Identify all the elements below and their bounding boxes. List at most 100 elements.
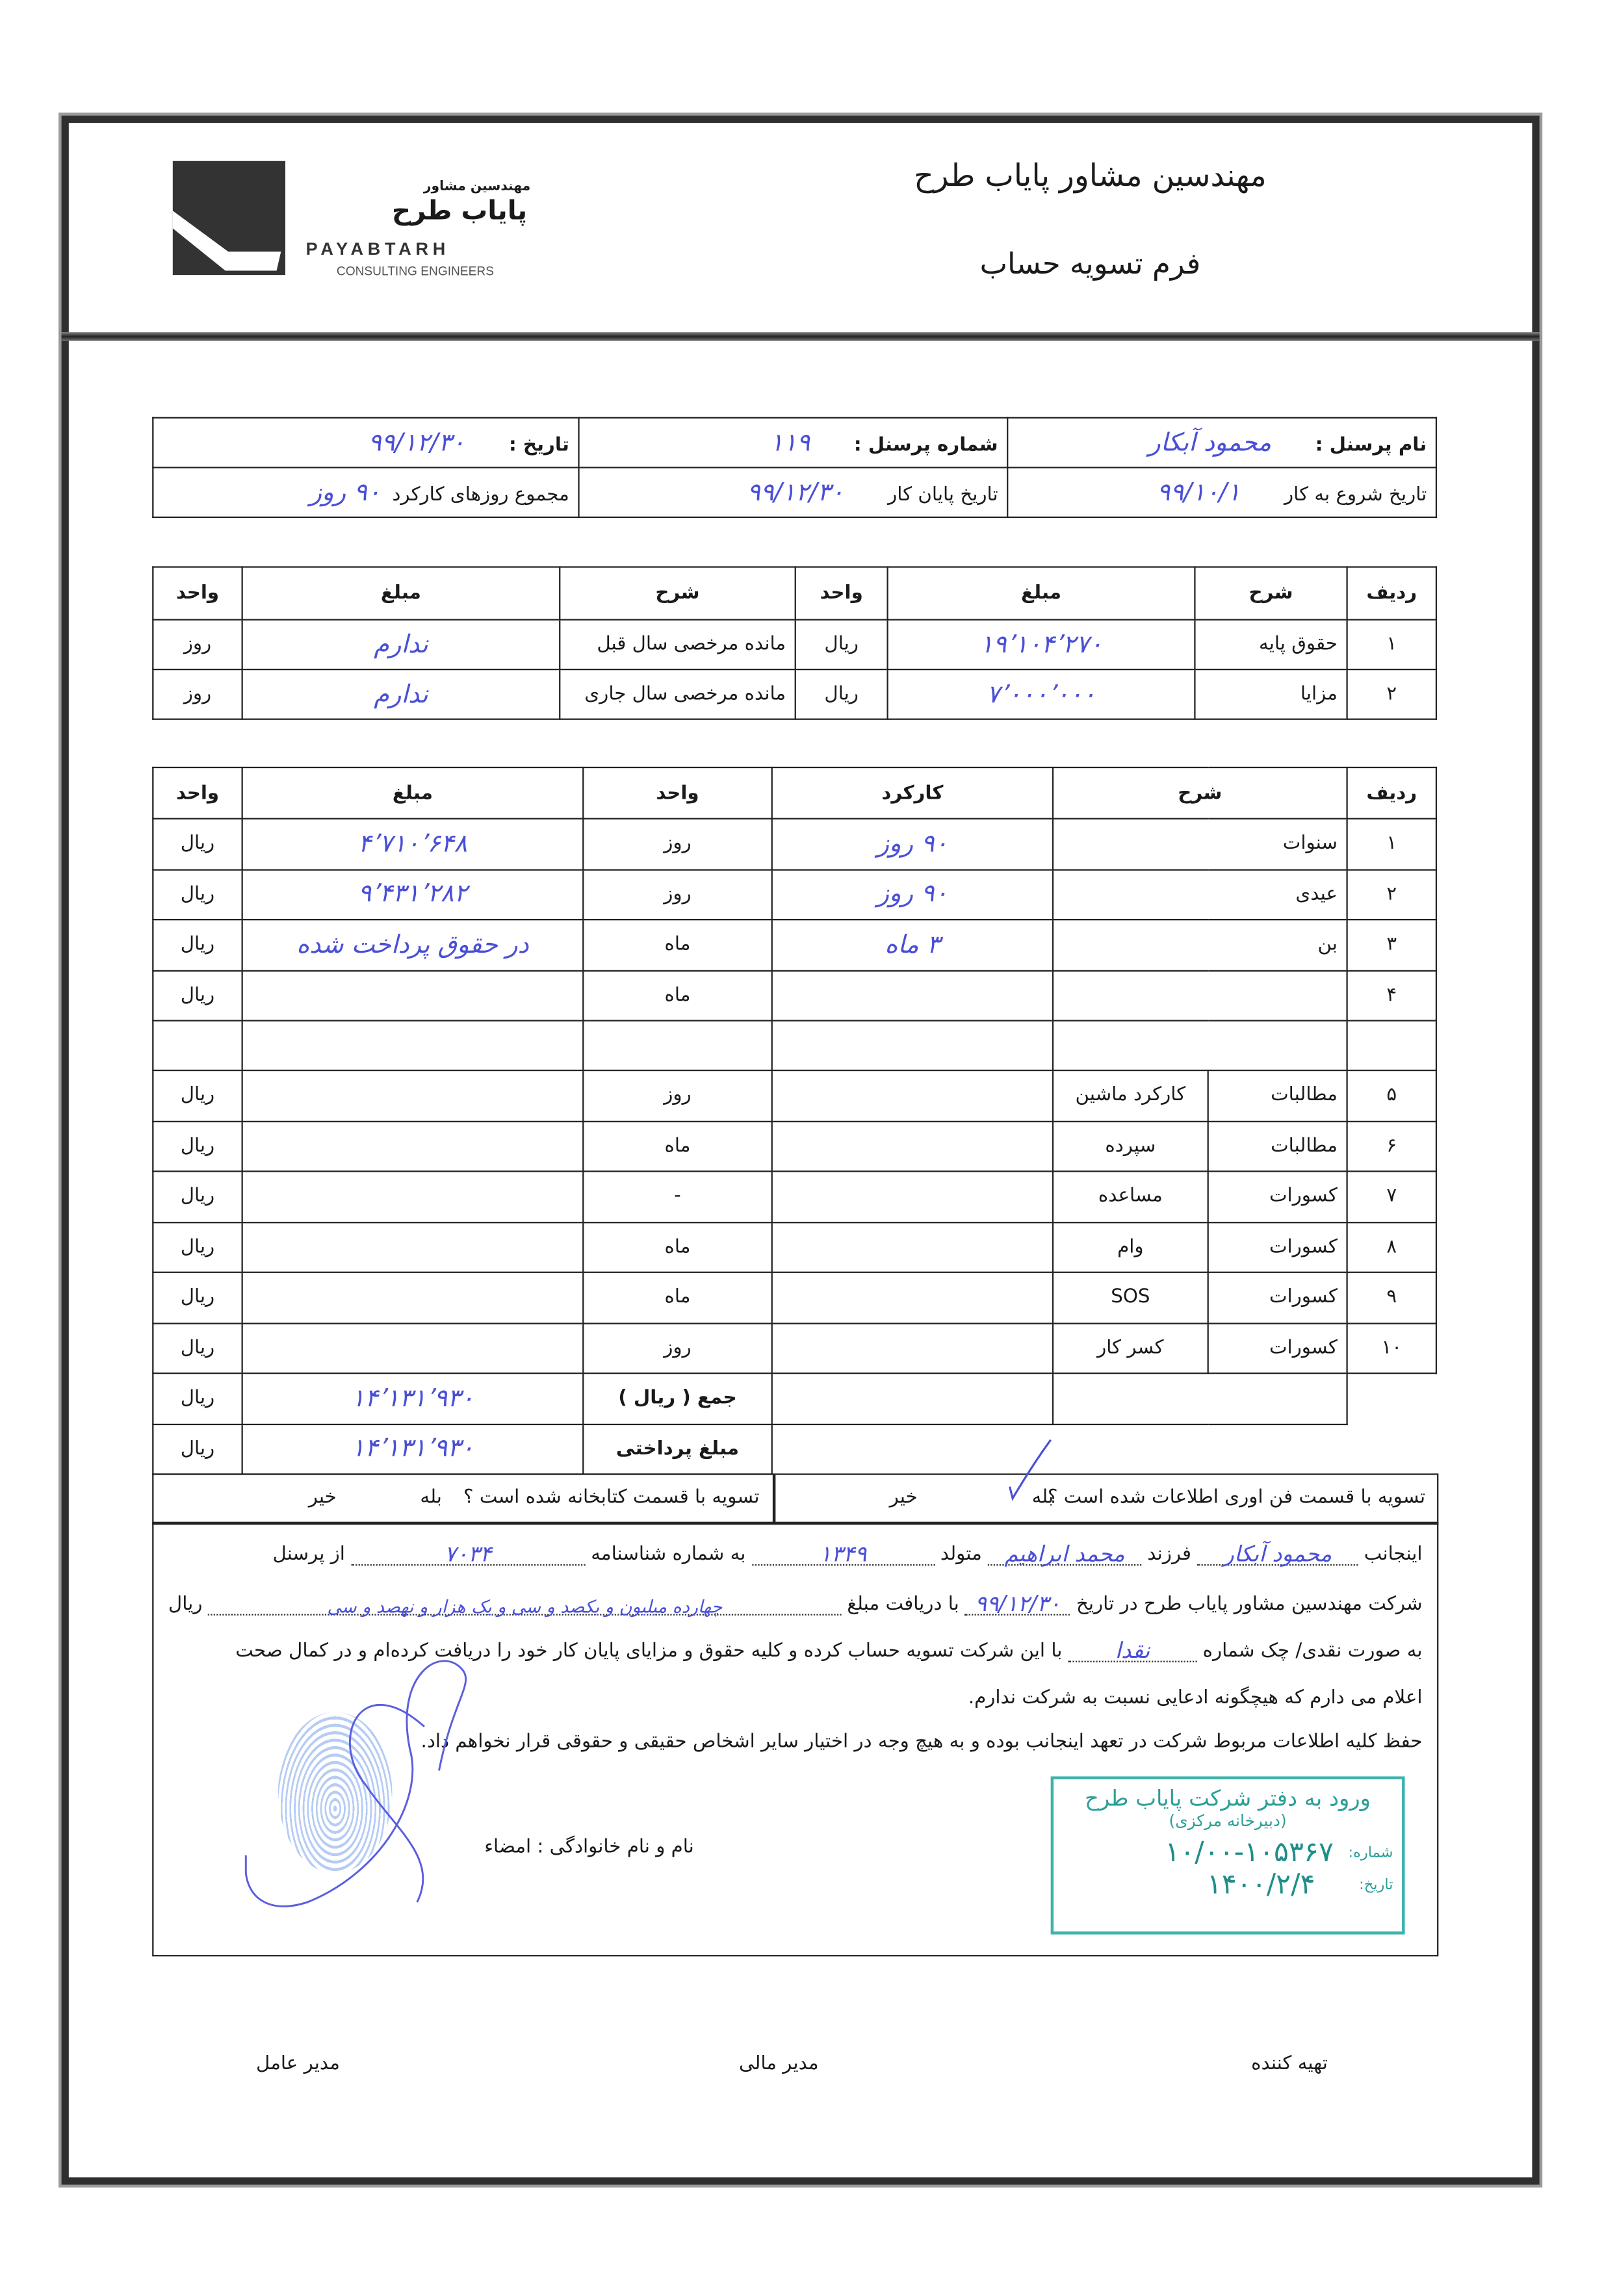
decl-amount-field: چهارده میلیون و یکصد و سی و یک هزار و نه… (208, 1593, 842, 1617)
declaration-line-5: حفظ کلیه اطلاعات مربوط شرکت در تعهد اینج… (420, 1731, 1423, 1753)
category-text: مطالبات (1271, 1084, 1338, 1107)
work-done (771, 1069, 1054, 1122)
item-description-text: عیدی (1295, 883, 1338, 906)
clearance-row: تسویه با قسمت فن اوری اطلاعات شده است ؟ … (152, 1473, 1439, 1525)
it-clearance-yes[interactable]: بله (1031, 1486, 1054, 1509)
total-days-value: ۹۰ روز (309, 478, 381, 508)
currency: ریال (152, 1220, 243, 1273)
unit-text: ماه (664, 1236, 691, 1258)
amount: ۴٬۷۱۰٬۶۴۸ (241, 818, 584, 870)
logo-text-en-sub: CONSULTING ENGINEERS (336, 263, 494, 278)
signature-scribble (244, 1660, 467, 1907)
amount (241, 1069, 584, 1122)
category: مطالبات (1207, 1069, 1348, 1122)
category: کسورات (1207, 1220, 1348, 1273)
cell-description: مانده مرخصی سال جاری (559, 668, 796, 720)
unit: ماه (582, 1120, 773, 1172)
start-date-cell: تاریخ شروع به کار ۹۹/۱۰/۱ (1007, 467, 1438, 519)
finance-manager-signature-label: مدیر مالی (739, 2052, 819, 2075)
amount (241, 1322, 584, 1374)
logo-text-fa-name: پایاب طرح (391, 196, 528, 227)
row-number-text: ۳ (1386, 934, 1397, 956)
library-clearance-no[interactable]: خیر (308, 1486, 337, 1509)
cell-row-number-text: ۱ (1386, 633, 1397, 656)
info-row: تاریخ شروع به کار ۹۹/۱۰/۱ تاریخ پایان کار… (152, 467, 1438, 519)
unit: روز (582, 1322, 773, 1374)
category: مطالبات (1207, 1120, 1348, 1172)
header-description-text: شرح (1178, 782, 1222, 805)
signature-label: نام و نام خانوادگی : امضاء (484, 1836, 694, 1859)
cell-amount-text: ۷٬۰۰۰٬۰۰۰ (986, 679, 1096, 709)
decl-father-field: محمد ابراهیم (987, 1541, 1142, 1567)
item-description: کارکرد ماشین (1052, 1069, 1209, 1122)
unit-text: روز (664, 1084, 692, 1107)
cell-amount-text: ۱۹٬۱۰۴٬۲۷۰ (979, 630, 1103, 660)
form-title: فرم تسویه حساب (979, 246, 1201, 281)
library-clearance-yes[interactable]: بله (420, 1486, 442, 1509)
payable-amount-text: ۱۴٬۱۳۱٬۹۳۰ (351, 1434, 474, 1464)
decl-payment-field: نقدا (1068, 1637, 1197, 1664)
row-number-text: ۲ (1386, 883, 1397, 906)
row-number-text: ۶ (1386, 1135, 1397, 1157)
cell-description: مانده مرخصی سال قبل (559, 619, 796, 671)
logo-text-en: PAYABTARH (305, 239, 450, 259)
amount-text: ۹٬۴۳۱٬۲۸۲ (357, 879, 468, 909)
item-description-text: کسر کار (1097, 1337, 1164, 1360)
currency: ریال (152, 1069, 243, 1122)
decl-name-value: محمود آبکار (1223, 1540, 1332, 1567)
item-description-text: سپرده (1105, 1135, 1156, 1157)
unit: ماه (582, 919, 773, 971)
start-date-label: تاریخ شروع به کار (1284, 484, 1427, 506)
amount-text: در حقوق پرداخت شده (296, 930, 529, 960)
personnel-name-value: محمود آبکار (1148, 428, 1272, 458)
stamp-number-label: شماره: (1348, 1844, 1393, 1861)
cell-row-number-text: ۲ (1386, 683, 1397, 706)
it-clearance-no[interactable]: خیر (889, 1486, 918, 1509)
header-amount: مبلغ (241, 766, 584, 819)
ceo-signature-label: مدیر عامل (256, 2052, 340, 2075)
row-number: ۹ (1346, 1271, 1438, 1324)
settlement-row: ۳ بن ۳ ماه ماه در حقوق پرداخت شده ریال (152, 919, 1438, 971)
currency: ریال (152, 969, 243, 1022)
salary-row: ۲ مزایا ۷٬۰۰۰٬۰۰۰ ریال مانده مرخصی سال جاری ن… (152, 668, 1438, 720)
work-done: ۹۰ روز (771, 868, 1054, 921)
header-amount: مبلغ (241, 566, 561, 621)
cell-unit: ریال (794, 668, 888, 720)
total-amount-text: ۱۴٬۱۳۱٬۹۳۰ (351, 1384, 474, 1413)
item-description: مساعده (1052, 1170, 1209, 1223)
item-description: SOS (1052, 1271, 1209, 1324)
unit-text: ماه (664, 1135, 691, 1157)
header-amount-text: مبلغ (392, 782, 433, 805)
settlement-row: ۶ مطالبات سپرده ماه ریال (152, 1120, 1438, 1172)
decl-birth-value: ۱۳۴۹ (819, 1540, 867, 1567)
blank-cell (771, 1020, 1054, 1072)
currency-text: ریال (180, 1135, 215, 1157)
amount: ۹٬۴۳۱٬۲۸۲ (241, 868, 584, 921)
salary-header-row: ردیف شرح مبلغ واحد شرح مبلغ واحد (152, 566, 1438, 621)
amount (241, 1271, 584, 1324)
work-done (771, 1322, 1054, 1374)
stamp-date: ۱۴۰۰/۲/۴ (1206, 1868, 1315, 1901)
decl-text: با دریافت مبلغ (847, 1593, 959, 1616)
unit: روز (582, 818, 773, 870)
decl-text: شرکت مهندسین مشاور پایاب طرح در تاریخ (1076, 1593, 1423, 1616)
cell-amount: ۷٬۰۰۰٬۰۰۰ (886, 668, 1196, 720)
cell-unit: روز (152, 619, 243, 671)
logo-text-fa-small: مهندسین مشاور (423, 179, 531, 195)
currency-text: ریال (180, 883, 215, 906)
settlement-row: ۷ کسورات مساعده - ریال (152, 1170, 1438, 1223)
total-currency: ریال (152, 1373, 243, 1425)
header-row-number-text: ردیف (1366, 782, 1417, 805)
total-label-text: جمع ( ریال ) (618, 1387, 737, 1410)
work-done: ۳ ماه (771, 919, 1054, 971)
date-cell: تاریخ : ۹۹/۱۲/۳۰ (152, 417, 580, 469)
work-done (771, 1120, 1054, 1172)
category-text: مطالبات (1271, 1135, 1338, 1157)
decl-date-value: ۹۹/۱۲/۳۰ (975, 1590, 1061, 1618)
category-text: کسورات (1269, 1337, 1338, 1360)
row-number: ۸ (1346, 1220, 1438, 1273)
blank-cell (152, 1020, 243, 1072)
cell-unit-text: ریال (824, 633, 859, 656)
decl-payment-value: نقدا (1115, 1637, 1150, 1664)
